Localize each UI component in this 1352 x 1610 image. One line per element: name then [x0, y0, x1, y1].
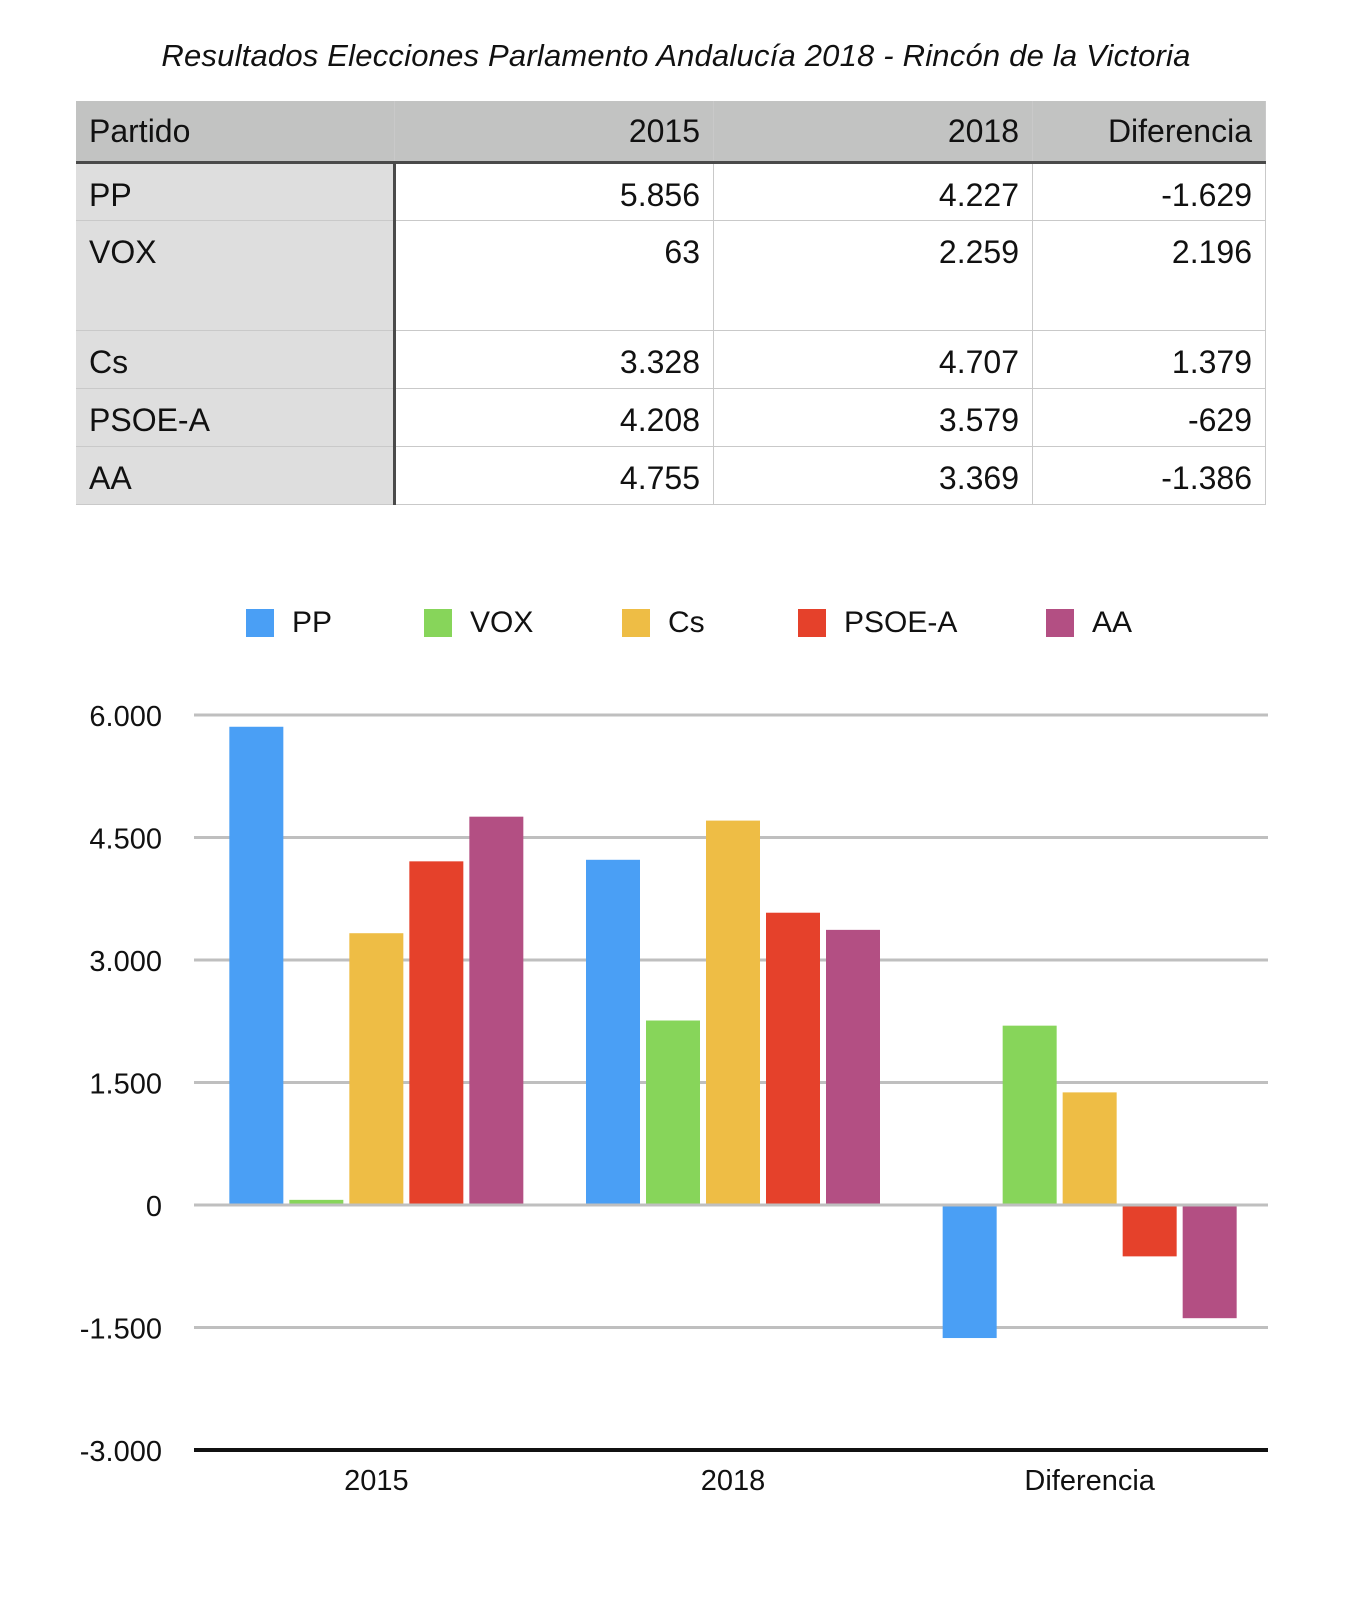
page-title: Resultados Elecciones Parlamento Andaluc…	[161, 38, 1191, 73]
chart-legend: PP VOX Cs PSOE-A AA	[0, 606, 1352, 646]
y-tick-label: -3.000	[80, 1436, 162, 1468]
header-2015: 2015	[394, 101, 714, 164]
y-tick-label: 3.000	[89, 946, 162, 978]
legend-swatch-aa	[1046, 609, 1074, 637]
y-tick-label: 0	[146, 1191, 162, 1223]
cell-2015: 3.328	[394, 330, 714, 389]
bar-cs-2015	[349, 933, 404, 1205]
bar-pp-diferencia	[942, 1205, 997, 1339]
cell-2018: 4.707	[713, 330, 1033, 389]
legend-item-pp: PP	[246, 606, 332, 640]
bar-chart: 6.000 4.500 3.000 1.500 0 -1.500 -3.000 2015 201…	[80, 701, 1268, 1497]
cell-2018: 3.369	[713, 446, 1033, 505]
bar-pp-2015	[229, 726, 284, 1205]
cell-party: Cs	[76, 330, 396, 389]
bar-cs-2018	[706, 820, 760, 1205]
x-tick-label: Diferencia	[1024, 1465, 1155, 1497]
y-tick-label: 4.500	[89, 824, 162, 856]
table-row: AA 4.755 3.369 -1.386	[76, 446, 1266, 505]
legend-item-psoe-a: PSOE-A	[798, 606, 957, 640]
legend-swatch-cs	[622, 609, 650, 637]
header-partido: Partido	[76, 101, 395, 164]
legend-swatch-vox	[424, 609, 452, 637]
bar-vox-2018	[646, 1020, 700, 1205]
legend-label-cs: Cs	[668, 606, 705, 639]
legend-item-cs: Cs	[622, 606, 705, 640]
table-row: Cs 3.328 4.707 1.379	[76, 330, 1266, 389]
bar-cs-diferencia	[1062, 1092, 1117, 1205]
legend-item-vox: VOX	[424, 606, 533, 640]
cell-diferencia: 2.196	[1032, 220, 1266, 331]
bar-vox-2015	[289, 1199, 344, 1205]
y-tick-label: 6.000	[89, 701, 162, 733]
x-tick-label: 2018	[701, 1465, 766, 1497]
legend-label-aa: AA	[1092, 606, 1133, 639]
bar-aa-diferencia	[1182, 1205, 1237, 1319]
cell-diferencia: -1.629	[1032, 162, 1266, 221]
header-diferencia: Diferencia	[1032, 101, 1266, 164]
bar-vox-diferencia	[1002, 1025, 1057, 1205]
header-2018: 2018	[713, 101, 1033, 164]
legend-label-psoe-a: PSOE-A	[844, 606, 958, 639]
legend-label-vox: VOX	[470, 606, 534, 639]
cell-2015: 4.755	[394, 446, 714, 505]
table-row: PP 5.856 4.227 -1.629	[76, 162, 1266, 221]
cell-party: PSOE-A	[76, 388, 396, 447]
cell-diferencia: -1.386	[1032, 446, 1266, 505]
x-tick-label: 2015	[344, 1465, 409, 1497]
cell-2015: 5.856	[394, 162, 714, 221]
results-table: Partido 2015 2018 Diferencia PP 5.856 4.…	[76, 101, 1266, 505]
bar-aa-2018	[826, 929, 880, 1205]
y-tick-label: 1.500	[89, 1069, 162, 1101]
bar-pp-2018	[586, 859, 640, 1205]
legend-label-pp: PP	[292, 606, 333, 639]
cell-2018: 2.259	[713, 220, 1033, 331]
table-header-row: Partido 2015 2018 Diferencia	[76, 101, 1266, 164]
cell-2018: 3.579	[713, 388, 1033, 447]
cell-2015: 4.208	[394, 388, 714, 447]
table-row: VOX 63 2.259 2.196	[76, 220, 1266, 331]
cell-party: VOX	[76, 220, 396, 331]
cell-diferencia: -629	[1032, 388, 1266, 447]
cell-diferencia: 1.379	[1032, 330, 1266, 389]
y-tick-label: -1.500	[80, 1314, 162, 1346]
bar-psoe-a-2018	[766, 912, 820, 1205]
cell-party: AA	[76, 446, 396, 505]
cell-2018: 4.227	[713, 162, 1033, 221]
bar-psoe-a-2015	[409, 861, 464, 1205]
legend-swatch-psoe-a	[798, 609, 826, 637]
cell-2015: 63	[394, 220, 714, 331]
legend-swatch-pp	[246, 609, 274, 637]
cell-party: PP	[76, 162, 396, 221]
legend-item-aa: AA	[1046, 606, 1132, 640]
bar-aa-2015	[469, 816, 524, 1205]
table-row: PSOE-A 4.208 3.579 -629	[76, 388, 1266, 447]
bar-psoe-a-diferencia	[1122, 1205, 1177, 1257]
